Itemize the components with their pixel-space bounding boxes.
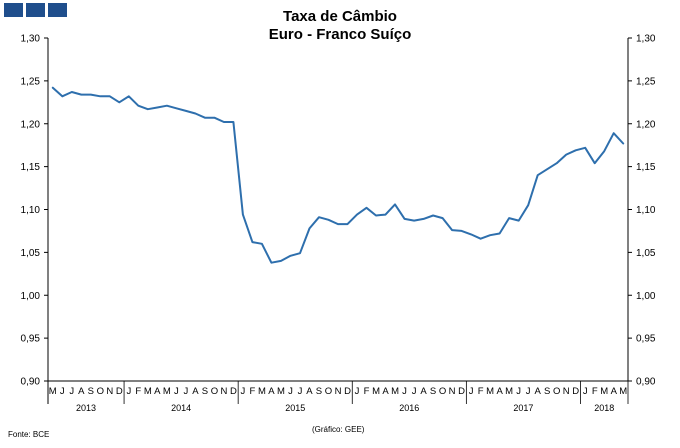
y-tick-label-left: 1,00 <box>21 291 41 302</box>
month-tick-label: J <box>412 386 417 397</box>
month-tick-label: D <box>344 386 351 397</box>
month-tick-label: A <box>268 386 275 397</box>
month-tick-label: N <box>220 386 227 397</box>
y-tick-label-left: 0,90 <box>21 377 41 388</box>
month-tick-label: A <box>154 386 161 397</box>
month-tick-label: F <box>135 386 141 397</box>
year-label: 2015 <box>285 403 305 413</box>
month-tick-label: O <box>553 386 560 397</box>
y-tick-label-left: 1,30 <box>21 34 41 45</box>
month-tick-label: J <box>526 386 531 397</box>
month-tick-label: A <box>420 386 427 397</box>
month-tick-label: J <box>298 386 303 397</box>
month-tick-label: S <box>316 386 322 397</box>
y-tick-label-right: 1,00 <box>636 291 656 302</box>
month-tick-label: M <box>144 386 152 397</box>
month-tick-label: J <box>583 386 588 397</box>
month-tick-label: S <box>88 386 94 397</box>
y-tick-label-right: 0,90 <box>636 377 656 388</box>
month-tick-label: O <box>211 386 218 397</box>
month-tick-label: M <box>163 386 171 397</box>
month-tick-label: J <box>183 386 188 397</box>
month-tick-label: S <box>430 386 436 397</box>
month-tick-label: J <box>126 386 131 397</box>
y-tick-label-left: 0,95 <box>21 334 41 345</box>
month-tick-label: A <box>192 386 199 397</box>
month-tick-label: M <box>505 386 513 397</box>
month-tick-label: M <box>277 386 285 397</box>
month-tick-label: S <box>202 386 208 397</box>
month-tick-label: F <box>250 386 256 397</box>
y-tick-label-right: 1,25 <box>636 76 656 87</box>
exchange-rate-line <box>51 86 625 264</box>
logo-block <box>4 3 23 17</box>
y-tick-label-left: 1,05 <box>21 248 41 259</box>
month-tick-label: D <box>230 386 237 397</box>
month-tick-label: A <box>496 386 503 397</box>
year-label: 2014 <box>171 403 191 413</box>
month-tick-label: A <box>306 386 313 397</box>
month-tick-label: M <box>600 386 608 397</box>
graphic-credit: (Gráfico: GEE) <box>312 425 365 434</box>
month-tick-label: J <box>60 386 65 397</box>
month-tick-label: F <box>364 386 370 397</box>
month-tick-label: J <box>174 386 179 397</box>
month-tick-label: J <box>355 386 360 397</box>
logo-block <box>48 3 67 17</box>
y-tick-label-right: 1,05 <box>636 248 656 259</box>
month-tick-label: M <box>372 386 380 397</box>
month-tick-label: J <box>288 386 293 397</box>
month-tick-label: A <box>78 386 85 397</box>
month-tick-label: M <box>619 386 627 397</box>
logo-block <box>26 3 45 17</box>
month-tick-label: M <box>49 386 57 397</box>
publisher-logo <box>4 3 67 17</box>
month-tick-label: J <box>516 386 521 397</box>
y-tick-label-right: 1,30 <box>636 34 656 45</box>
y-tick-label-right: 1,15 <box>636 162 656 173</box>
month-tick-label: J <box>402 386 407 397</box>
chart-subtitle: Euro - Franco Suíço <box>268 26 412 43</box>
year-label: 2013 <box>76 403 96 413</box>
month-tick-label: J <box>69 386 74 397</box>
month-tick-label: O <box>439 386 446 397</box>
source-note: Fonte: BCE <box>8 430 50 439</box>
y-tick-label-right: 1,20 <box>636 119 656 130</box>
chart-title: Taxa de Câmbio <box>283 8 397 25</box>
month-tick-label: N <box>106 386 113 397</box>
month-tick-label: N <box>335 386 342 397</box>
y-tick-label-left: 1,25 <box>21 76 41 87</box>
month-tick-label: N <box>563 386 570 397</box>
month-tick-label: F <box>592 386 598 397</box>
month-tick-label: A <box>611 386 618 397</box>
month-tick-label: A <box>535 386 542 397</box>
month-tick-label: N <box>449 386 456 397</box>
month-tick-label: M <box>486 386 494 397</box>
y-tick-label-left: 1,20 <box>21 119 41 130</box>
month-tick-label: M <box>391 386 399 397</box>
month-tick-label: J <box>241 386 246 397</box>
month-tick-label: F <box>478 386 484 397</box>
month-tick-label: D <box>572 386 579 397</box>
month-tick-label: S <box>544 386 550 397</box>
month-tick-label: J <box>469 386 474 397</box>
month-tick-label: A <box>382 386 389 397</box>
y-tick-label-right: 0,95 <box>636 334 656 345</box>
year-label: 2018 <box>594 403 614 413</box>
month-tick-label: D <box>458 386 465 397</box>
year-label: 2016 <box>399 403 419 413</box>
year-label: 2017 <box>513 403 533 413</box>
month-tick-label: D <box>116 386 123 397</box>
month-tick-label: M <box>258 386 266 397</box>
y-tick-label-left: 1,10 <box>21 205 41 216</box>
y-tick-label-left: 1,15 <box>21 162 41 173</box>
month-tick-label: O <box>325 386 332 397</box>
y-tick-label-right: 1,10 <box>636 205 656 216</box>
month-tick-label: O <box>97 386 104 397</box>
